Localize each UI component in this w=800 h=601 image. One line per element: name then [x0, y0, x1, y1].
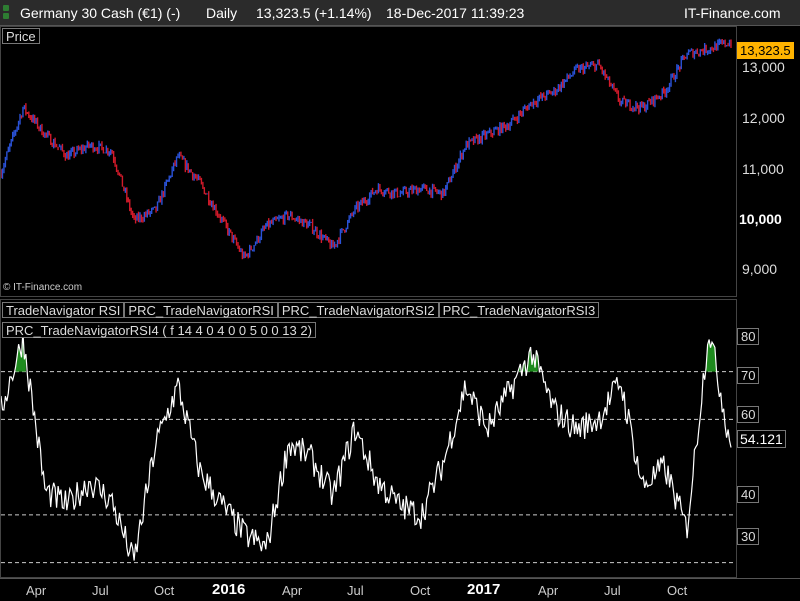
price-panel[interactable]: [0, 26, 737, 297]
x-label-year: 2016: [212, 581, 246, 598]
x-label-year: 2017: [467, 581, 501, 598]
last-price: 13,323.5 (+1.14%): [256, 5, 372, 21]
drag-grip-icon[interactable]: [3, 5, 11, 21]
y-label-11000: 11,000: [742, 161, 784, 177]
indicator-tabs: TradeNavigator RSI PRC_TradeNavigatorRSI…: [2, 302, 600, 318]
level-label-40: 40: [737, 486, 760, 503]
level-label-30: 30: [737, 528, 760, 545]
instrument-name: Germany 30 Cash (€1) (-): [20, 5, 181, 21]
indicator-tab-1[interactable]: TradeNavigator RSI: [2, 302, 125, 318]
level-label-80: 80: [737, 328, 760, 345]
time-axis[interactable]: Apr Jul Oct 2016 Apr Jul Oct 2017 Apr Ju…: [0, 578, 800, 601]
rsi-panel[interactable]: [0, 299, 737, 578]
indicator-tab-2[interactable]: PRC_TradeNavigatorRSI: [124, 302, 278, 318]
price-chart[interactable]: [1, 27, 736, 296]
level-label-70: 70: [737, 367, 760, 384]
rsi-chart[interactable]: [1, 300, 736, 577]
x-label: Oct: [410, 583, 431, 598]
level-label-60: 60: [737, 406, 760, 423]
rsi-current-value: 54.121: [737, 430, 786, 448]
x-label: Oct: [154, 583, 175, 598]
x-label: Apr: [538, 583, 559, 598]
x-label: Oct: [667, 583, 688, 598]
current-price-tag: 13,323.5: [737, 42, 794, 59]
x-label: Apr: [282, 583, 303, 598]
x-label: Apr: [26, 583, 47, 598]
y-label-10000: 10,000: [739, 211, 782, 227]
indicator-tab-3[interactable]: PRC_TradeNavigatorRSI2: [277, 302, 439, 318]
y-label-12000: 12,000: [742, 110, 785, 126]
copyright: © IT-Finance.com: [3, 282, 83, 293]
overbought-fill: [706, 339, 717, 372]
title-bar: Germany 30 Cash (€1) (-) Daily 13,323.5 …: [0, 0, 800, 26]
indicator-tab-5[interactable]: PRC_TradeNavigatorRSI4 ( f 14 4 0 4 0 0 …: [2, 322, 316, 338]
x-label: Jul: [92, 583, 109, 598]
x-label: Jul: [347, 583, 364, 598]
rsi-line: [1, 331, 732, 561]
price-panel-label: Price: [2, 28, 40, 44]
timestamp: 18-Dec-2017 11:39:23: [386, 5, 525, 21]
price-axis[interactable]: [737, 26, 800, 297]
brand-logo: IT-Finance.com: [684, 5, 781, 21]
y-label-9000: 9,000: [742, 261, 778, 277]
x-label: Jul: [604, 583, 621, 598]
indicator-tab-4[interactable]: PRC_TradeNavigatorRSI3: [438, 302, 600, 318]
y-label-13000: 13,000: [742, 59, 785, 75]
period-label[interactable]: Daily: [206, 5, 238, 21]
